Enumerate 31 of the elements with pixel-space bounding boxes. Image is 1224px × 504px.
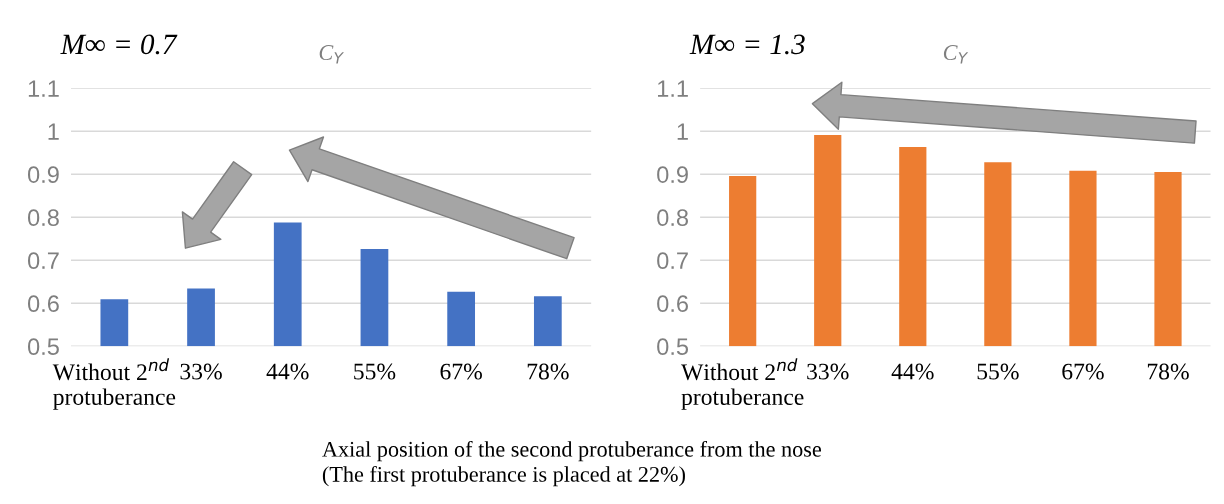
chart-subtitle: C$_{Y}$ [943, 45, 969, 64]
y-tick-label: 0.5 [657, 338, 689, 356]
x-tick-label: 78% [1147, 363, 1189, 380]
x-tick-label: 33% [180, 363, 222, 380]
x-tick-label: Without 2$^{nd}$ protuberance [52, 358, 176, 410]
x-tick-label: Without 2$^{nd}$ protuberance [681, 358, 804, 410]
y-tick-label: 1 [677, 123, 688, 140]
chart-subtitle: C$_{Y}$ [319, 45, 344, 64]
y-tick-label: 0.8 [27, 209, 59, 227]
chart-title: M∞ = 1.3 [689, 34, 805, 55]
text: Axial position of the second protuberance from the nose (The first protuberance is placed at 22%) [322, 440, 821, 487]
x-tick-label: 44% [891, 363, 934, 380]
y-tick-label: 0.9 [27, 166, 59, 183]
chart-title: M∞ = 0.7 [60, 34, 178, 55]
y-tick-label: 0.7 [27, 252, 59, 270]
y-tick-label: 1.1 [658, 80, 688, 97]
y-tick-label: 1.1 [28, 80, 59, 97]
y-tick-label: 0.5 [27, 338, 59, 356]
x-tick-label: 67% [1062, 363, 1104, 380]
y-tick-label: 0.6 [657, 295, 688, 313]
y-tick-label: 0.9 [657, 166, 688, 183]
x-tick-label: 44% [266, 363, 309, 380]
x-tick-label: 33% [807, 363, 849, 380]
x-tick-label: 55% [977, 363, 1019, 380]
y-tick-label: 0.6 [27, 295, 59, 313]
y-tick-label: 1 [48, 123, 59, 140]
y-tick-label: 0.7 [657, 252, 688, 270]
y-tick-label: 0.8 [657, 209, 688, 227]
x-tick-label: 78% [527, 363, 569, 380]
x-tick-label: 55% [354, 363, 396, 380]
x-tick-label: 67% [440, 363, 482, 380]
